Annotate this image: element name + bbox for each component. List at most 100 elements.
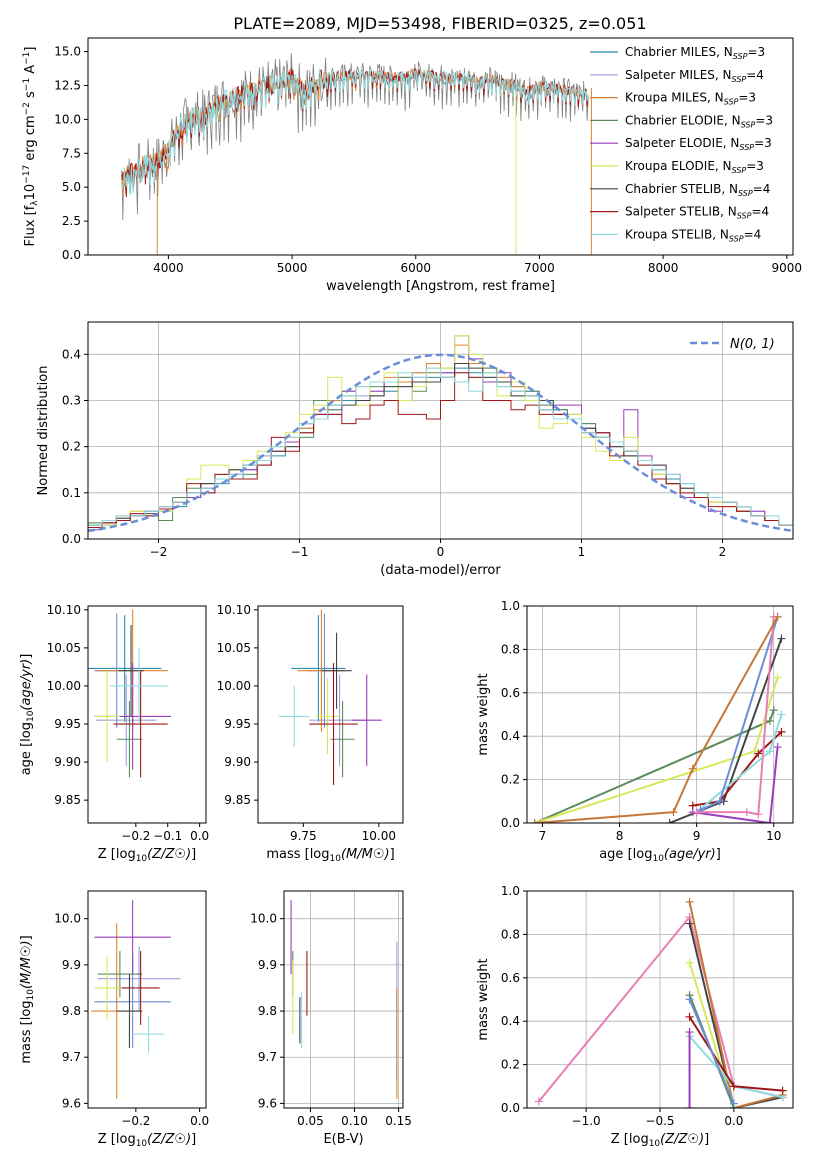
figure-title: PLATE=2089, MJD=53498, FIBERID=0325, z=0…: [233, 14, 646, 33]
weight-series-marker: [777, 710, 786, 719]
weight-series-marker: [534, 1097, 543, 1106]
y-tick-label: 9.6: [258, 1096, 277, 1110]
y-tick-label: 1.0: [501, 599, 520, 613]
y-tick-label: 0.0: [501, 1101, 520, 1115]
y-tick-label: 0.4: [501, 1014, 520, 1028]
plot-area: [120, 52, 592, 255]
errorbar-point: [116, 701, 143, 778]
y-axis-label: age [log10(age/yr)]: [19, 654, 36, 776]
chart-residuals: −2 −1 0 1 2 0.0 0.1 0.2 0.3 0.4 (data-model)/error…: [36, 321, 794, 578]
y-tick-label: 7.5: [62, 146, 81, 160]
x-tick-label: 4000: [153, 261, 184, 275]
histogram-series: [88, 372, 793, 528]
weight-series-line: [695, 714, 783, 813]
weight-series-marker: [685, 1012, 694, 1021]
axes-frame: [257, 605, 404, 824]
y-tick-label: 0.6: [501, 971, 520, 985]
y-axis-label: mass [log10(M/M☉)]: [19, 935, 36, 1063]
x-tick-label: 0: [437, 545, 445, 559]
legend-label: Salpeter MILES, NSSP=4: [625, 68, 764, 84]
weight-series-line: [534, 616, 779, 823]
y-tick-label: 0.2: [62, 440, 81, 454]
weight-series-marker: [688, 764, 697, 773]
x-tick-label: 0.15: [385, 1114, 412, 1128]
y-tick-label: 0.0: [62, 532, 81, 546]
weight-series-line: [692, 746, 779, 823]
y-tick-label: 10.05: [217, 641, 251, 655]
y-tick-label: 9.85: [54, 793, 81, 807]
weight-series-marker: [754, 810, 763, 819]
x-tick-label: 0.0: [190, 1114, 209, 1128]
y-tick-label: 9.7: [258, 1050, 277, 1064]
x-tick-label: 0.0: [190, 829, 209, 843]
plot-area: [91, 900, 181, 1099]
axes-frame: [87, 605, 207, 824]
x-tick-label: −0.5: [645, 1114, 674, 1128]
plot-area: [279, 609, 382, 785]
x-tick-label: −1.0: [572, 1114, 601, 1128]
weight-series-marker: [773, 673, 782, 682]
y-tick-label: 10.00: [47, 679, 81, 693]
errorbar-point: [97, 951, 143, 998]
y-tick-label: 9.85: [224, 793, 251, 807]
axes-frame: [283, 890, 404, 1109]
plot-area: [88, 609, 171, 778]
y-tick-label: 0.0: [62, 248, 81, 262]
weight-series-marker: [685, 958, 694, 967]
legend-label: Chabrier MILES, NSSP=3: [625, 45, 765, 61]
weight-series-line: [688, 999, 735, 1105]
x-tick-label: 8: [616, 829, 624, 843]
chart-weight_vs_age: 7 8 9 10 0.0 0.2 0.4 0.6 0.8 1.0 age [log10(age/yr…: [476, 599, 794, 864]
errorbar-point: [110, 647, 168, 725]
weight-series-marker: [754, 749, 763, 758]
y-tick-label: 10.10: [217, 603, 251, 617]
x-axis-label: Z [log10(Z/Z☉)]: [611, 1132, 709, 1149]
y-tick-label: 9.95: [54, 717, 81, 731]
y-tick-label: 9.9: [258, 958, 277, 972]
y-tick-label: 10.10: [47, 603, 81, 617]
legend-label: Kroupa ELODIE, NSSP=3: [625, 159, 764, 175]
x-tick-label: 9.75: [290, 829, 317, 843]
x-tick-label: 7000: [524, 261, 555, 275]
y-tick-label: 0.8: [501, 927, 520, 941]
weight-series-line: [696, 616, 775, 816]
plot-area: [290, 900, 398, 1099]
x-tick-label: 9: [693, 829, 701, 843]
y-tick-label: 0.2: [501, 773, 520, 787]
x-tick-label: 1: [578, 545, 586, 559]
y-tick-label: 9.8: [258, 1004, 277, 1018]
y-tick-label: 0.4: [501, 729, 520, 743]
x-tick-label: 5000: [277, 261, 308, 275]
x-axis-label: Z [log10(Z/Z☉)]: [98, 847, 196, 864]
y-axis-label: Flux [fλ10−17 erg cm−2 s−1 A−1]: [22, 47, 40, 247]
errorbar-point: [279, 685, 310, 747]
weight-series-marker: [530, 819, 539, 823]
y-tick-label: 5.0: [62, 180, 81, 194]
errorbar-point: [94, 955, 120, 1021]
plot-area: [88, 335, 793, 533]
charts-container: 4000 5000 6000 7000 8000 90000.02.55.07.510.0…: [19, 37, 802, 1149]
legend-label: Kroupa MILES, NSSP=3: [625, 91, 756, 107]
weight-series-line: [688, 1016, 783, 1092]
y-tick-label: 9.8: [62, 1004, 81, 1018]
y-tick-label: 12.5: [54, 78, 81, 92]
y-tick-label: 0.0: [501, 816, 520, 830]
y-tick-label: 10.0: [250, 912, 277, 926]
x-tick-label: −1: [291, 545, 309, 559]
y-tick-label: 9.9: [62, 958, 81, 972]
y-axis-label: mass weight: [476, 673, 491, 755]
weight-series-marker: [685, 1104, 694, 1108]
x-tick-label: 6000: [400, 261, 431, 275]
errorbar-point: [94, 670, 120, 763]
weight-series-marker: [769, 706, 778, 715]
x-tick-label: 2: [719, 545, 727, 559]
weight-series-line: [538, 914, 783, 1103]
errorbar-point: [95, 674, 157, 766]
x-tick-label: −2: [150, 545, 168, 559]
y-tick-label: 9.6: [62, 1096, 81, 1110]
plot-area: [534, 897, 787, 1108]
errorbar-point: [94, 900, 171, 975]
y-tick-label: 15.0: [54, 45, 81, 59]
errorbar-point: [132, 1015, 165, 1053]
